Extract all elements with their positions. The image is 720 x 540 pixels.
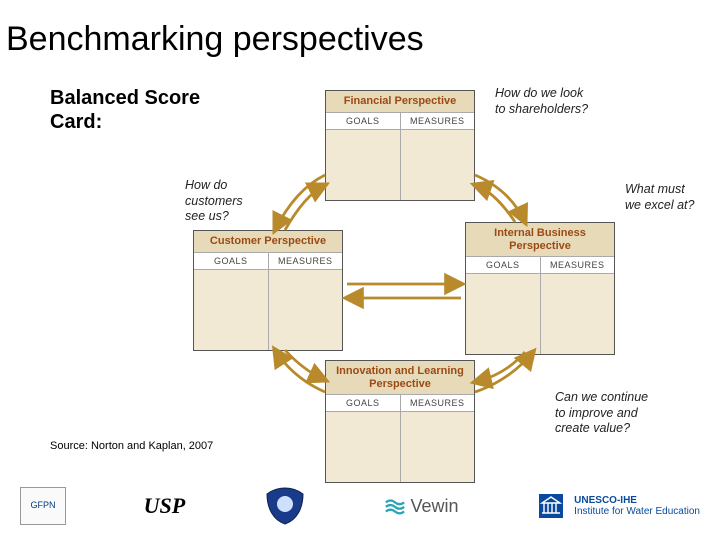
unesco-icon <box>536 491 566 521</box>
card-customer-title: Customer Perspective <box>194 231 342 253</box>
wave-icon <box>384 495 406 517</box>
question-shareholders: How do we look to shareholders? <box>495 86 588 117</box>
logo-unesco-text: UNESCO-IHE Institute for Water Education <box>574 495 700 518</box>
page-title: Benchmarking perspectives <box>6 20 424 59</box>
card-internal-cols: GOALS MEASURES <box>466 257 614 274</box>
shield-icon <box>263 486 307 526</box>
balanced-scorecard-diagram: Financial Perspective GOALS MEASURES Cus… <box>175 80 705 460</box>
logo-unesco: UNESCO-IHE Institute for Water Education <box>536 491 700 521</box>
card-financial: Financial Perspective GOALS MEASURES <box>325 90 475 201</box>
col-goals: GOALS <box>326 113 401 129</box>
question-customers: How do customers see us? <box>185 178 243 225</box>
card-innovation-body <box>326 412 474 482</box>
logo-vewin-text: Vewin <box>410 496 458 517</box>
col-measures: MEASURES <box>541 257 615 273</box>
slide: Benchmarking perspectives Balanced Score… <box>0 0 720 540</box>
subtitle-line2: Card: <box>50 111 102 133</box>
card-customer-body <box>194 270 342 350</box>
question-excel: What must we excel at? <box>625 182 694 213</box>
card-innovation-title: Innovation and Learning Perspective <box>326 361 474 395</box>
logo-usp: USP <box>144 493 186 519</box>
card-financial-cols: GOALS MEASURES <box>326 113 474 130</box>
col-goals: GOALS <box>326 395 401 411</box>
card-customer-cols: GOALS MEASURES <box>194 253 342 270</box>
card-customer: Customer Perspective GOALS MEASURES <box>193 230 343 351</box>
question-improve: Can we continue to improve and create va… <box>555 390 648 437</box>
logo-gfpn-box: GFPN <box>20 487 66 525</box>
col-measures: MEASURES <box>269 253 343 269</box>
col-measures: MEASURES <box>401 113 475 129</box>
col-goals: GOALS <box>194 253 269 269</box>
card-innovation: Innovation and Learning Perspective GOAL… <box>325 360 475 483</box>
logo-gfpn: GFPN <box>20 487 66 525</box>
logo-vewin: Vewin <box>384 495 458 517</box>
card-financial-title: Financial Perspective <box>326 91 474 113</box>
col-measures: MEASURES <box>401 395 475 411</box>
card-internal-body <box>466 274 614 354</box>
card-financial-body <box>326 130 474 200</box>
col-goals: GOALS <box>466 257 541 273</box>
card-internal-title: Internal Business Perspective <box>466 223 614 257</box>
card-internal: Internal Business Perspective GOALS MEAS… <box>465 222 615 355</box>
card-innovation-cols: GOALS MEASURES <box>326 395 474 412</box>
logo-strip: GFPN USP Vewin UNESCO-IHE Instit <box>20 482 700 530</box>
logo-shield <box>263 486 307 526</box>
